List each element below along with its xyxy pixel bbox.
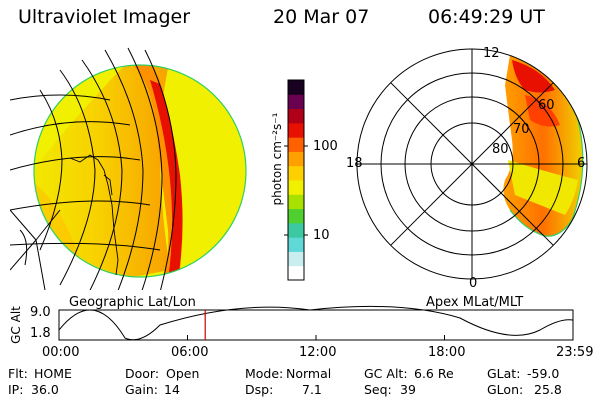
mlt-label-18: 18 — [346, 156, 363, 171]
status-gain-key: Gain: — [125, 382, 158, 397]
color-scale-bar — [287, 79, 305, 281]
colorbar-tick-10: 10 — [313, 228, 330, 243]
status-glon-key: GLon: — [487, 382, 524, 397]
status-dsp-value: 7.1 — [302, 382, 322, 397]
mlat-label-70: 70 — [513, 122, 530, 137]
colorbar-segment — [288, 137, 304, 152]
mlt-label-0: 0 — [469, 276, 478, 291]
colorbar-segment — [288, 108, 304, 124]
colorbar-tick-100: 100 — [313, 139, 338, 154]
mlt-label-6: 6 — [577, 156, 586, 171]
altitude-xtick-0000: 00:00 — [42, 345, 80, 360]
status-mode-key: Mode: — [245, 366, 284, 381]
altitude-ytick-top: 9.0 — [30, 305, 51, 320]
status-glat-value: -59.0 — [527, 366, 560, 381]
altitude-xtick-1800: 18:00 — [428, 345, 466, 360]
status-flt-key: Flt: — [8, 366, 28, 381]
colorbar-segment — [288, 208, 304, 224]
colorbar-ticks — [284, 145, 308, 236]
colorbar-unit-label: photon cm⁻²s⁻¹ — [270, 112, 284, 206]
right-panel-caption: Apex MLat/MLT — [426, 295, 524, 310]
colorbar-segment — [288, 122, 304, 138]
status-glat-key: GLat: — [487, 366, 521, 381]
colorbar-segment — [288, 180, 304, 195]
observation-date: 20 Mar 07 — [273, 6, 370, 28]
status-flt-value: HOME — [34, 366, 72, 381]
mlat-label-80: 80 — [492, 142, 509, 157]
status-seq-key: Seq: — [364, 382, 392, 397]
status-door-key: Door: — [125, 366, 160, 381]
altitude-plot — [58, 305, 574, 341]
magnetic-polar-plot — [356, 48, 588, 280]
colorbar-frame — [287, 79, 305, 281]
colorbar-segment — [288, 151, 304, 167]
mlat-label-60: 60 — [538, 98, 555, 113]
status-gcalt-key: GC Alt: — [364, 366, 408, 381]
status-seq-value: 39 — [400, 382, 416, 397]
colorbar-segment — [288, 80, 304, 95]
colorbar-segment — [288, 194, 304, 210]
observation-time: 06:49:29 UT — [428, 6, 545, 28]
colorbar-segment — [288, 251, 304, 267]
altitude-curve — [58, 305, 574, 341]
instrument-title: Ultraviolet Imager — [18, 6, 191, 28]
status-ip-key: IP: — [8, 382, 24, 397]
left-panel-caption: Geographic Lat/Lon — [69, 295, 196, 310]
altitude-ylabel: GC Alt — [9, 306, 23, 344]
status-glon-value: 25.8 — [534, 382, 562, 397]
geographic-image — [10, 47, 247, 290]
altitude-xtick-1200: 12:00 — [299, 345, 337, 360]
colorbar-segment — [288, 237, 304, 252]
colorbar-segment — [288, 265, 304, 281]
status-ip-value: 36.0 — [31, 382, 59, 397]
altitude-xtick-2359: 23:59 — [556, 345, 594, 360]
status-gcalt-value: 6.6 Re — [414, 366, 454, 381]
altitude-xtick-0600: 06:00 — [171, 345, 209, 360]
colorbar-segment — [288, 222, 304, 238]
colorbar-segment — [288, 165, 304, 181]
status-mode-value: Normal — [286, 366, 332, 381]
altitude-ytick-bottom: 1.8 — [30, 326, 51, 341]
status-door-value: Open — [166, 366, 200, 381]
mlt-label-12: 12 — [483, 46, 500, 61]
status-dsp-key: Dsp: — [245, 382, 274, 397]
colorbar-segment — [288, 94, 304, 110]
status-gain-value: 14 — [164, 382, 180, 397]
